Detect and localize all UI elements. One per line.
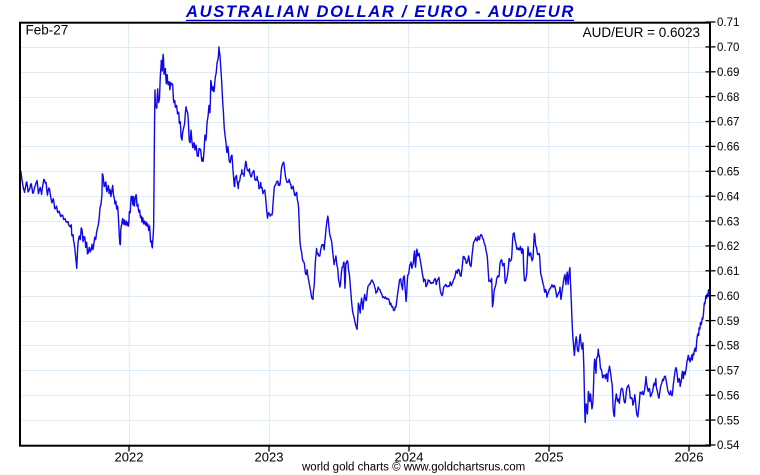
svg-text:2025: 2025 [535,450,564,465]
svg-text:0.65: 0.65 [717,167,739,179]
svg-text:2023: 2023 [255,450,284,465]
svg-text:0.62: 0.62 [717,241,739,253]
svg-text:0.68: 0.68 [717,92,739,104]
svg-text:0.55: 0.55 [717,415,739,427]
svg-text:0.60: 0.60 [717,291,739,303]
svg-text:0.61: 0.61 [717,266,739,278]
svg-text:2022: 2022 [115,450,144,465]
svg-text:2024: 2024 [395,450,424,465]
svg-text:0.56: 0.56 [717,390,739,402]
svg-text:0.66: 0.66 [717,142,739,154]
svg-text:2026: 2026 [675,450,704,465]
svg-text:0.70: 0.70 [717,42,739,54]
svg-text:0.71: 0.71 [717,17,739,29]
svg-text:0.54: 0.54 [717,440,740,452]
svg-text:AUD/EUR = 0.6023: AUD/EUR = 0.6023 [583,25,700,40]
svg-text:0.69: 0.69 [717,67,739,79]
svg-text:0.67: 0.67 [717,117,739,129]
svg-text:world gold charts © www.goldch: world gold charts © www.goldchartsrus.co… [301,462,525,474]
svg-text:0.59: 0.59 [717,316,739,328]
svg-text:Feb-27: Feb-27 [26,23,69,38]
svg-text:0.63: 0.63 [717,216,739,228]
svg-text:AUSTRALIAN DOLLAR / EURO - AUD: AUSTRALIAN DOLLAR / EURO - AUD/EUR [185,3,575,21]
svg-text:0.64: 0.64 [717,191,740,203]
svg-text:0.58: 0.58 [717,341,739,353]
svg-text:0.57: 0.57 [717,366,739,378]
